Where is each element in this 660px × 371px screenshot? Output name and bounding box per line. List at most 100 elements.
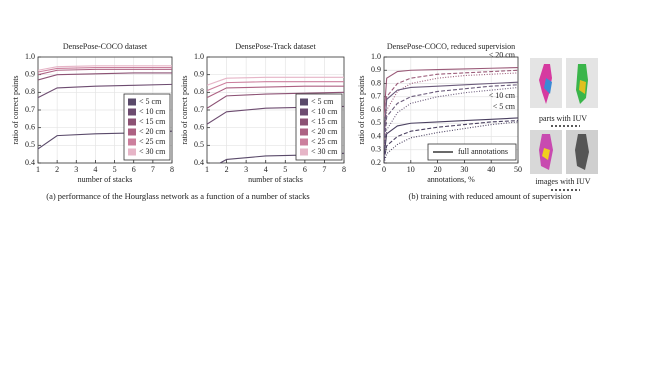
legend-label: < 25 cm [139, 137, 166, 146]
x-tick-label: 6 [132, 165, 136, 174]
line-series [384, 120, 518, 161]
legend-box [427, 143, 517, 161]
y-tick-label: 0.8 [194, 87, 204, 96]
y-tick-label: 0.7 [25, 105, 35, 114]
x-tick-label: 5 [283, 165, 287, 174]
y-tick-label: 0.5 [25, 140, 35, 149]
chart-title: DensePose-COCO, reduced supervision [387, 42, 515, 51]
y-tick-label: 0.5 [194, 140, 204, 149]
image-label: images with IUV [535, 177, 590, 186]
y-tick-label: 0.7 [194, 105, 204, 114]
legend-label: < 5 cm [139, 97, 162, 106]
y-tick-label: 1.0 [194, 52, 204, 61]
legend-swatch [300, 128, 308, 136]
annotation: < 20 cm [489, 50, 516, 59]
legend-label: < 15 cm [139, 117, 166, 126]
x-tick-label: 5 [113, 165, 117, 174]
x-tick-label: 2 [55, 165, 59, 174]
x-tick-label: 8 [342, 165, 346, 174]
legend-swatch [300, 98, 308, 106]
y-tick-label: 0.4 [194, 158, 204, 167]
figure-parts [542, 148, 550, 160]
y-axis-label: ratio of correct points [357, 75, 366, 144]
y-tick-label: 0.6 [371, 105, 381, 114]
legend-label: < 30 cm [139, 147, 166, 156]
line-series [384, 117, 518, 157]
legend-label: < 20 cm [311, 127, 338, 136]
line-series [207, 85, 344, 99]
line-series [384, 69, 518, 137]
legend-swatch [300, 108, 308, 116]
x-tick-label: 2 [225, 165, 229, 174]
x-tick-label: 10 [407, 165, 415, 174]
legend-swatch [128, 108, 136, 116]
figure-parts [544, 78, 552, 94]
x-axis-label: number of stacks [248, 175, 303, 184]
line-series [207, 76, 344, 86]
x-tick-label: 20 [434, 165, 442, 174]
x-tick-label: 0 [382, 165, 386, 174]
y-tick-label: 0.8 [25, 87, 35, 96]
y-tick-label: 0.4 [25, 158, 35, 167]
legend-swatch [128, 128, 136, 136]
caption: (a) performance of the Hourglass network… [46, 191, 310, 201]
image-label: parts with IUV [539, 114, 587, 123]
x-tick-label: 30 [460, 165, 468, 174]
legend-label: < 5 cm [311, 97, 334, 106]
legend-swatch [128, 118, 136, 126]
legend-swatch [300, 118, 308, 126]
line-series [384, 81, 518, 137]
line-series [207, 91, 344, 109]
chart: DensePose-COCO, reduced supervision 0.2 0.… [357, 42, 522, 184]
annotation: < 10 cm [489, 91, 516, 100]
chart: DensePose-COCO dataset 0.4 0.5 0.6 0.7 0.8 0.9… [11, 42, 174, 184]
y-tick-label: 0.4 [371, 131, 381, 140]
y-tick-label: 0.8 [371, 78, 381, 87]
legend-swatch [128, 138, 136, 146]
x-tick-label: 1 [36, 165, 40, 174]
y-tick-label: 0.6 [25, 122, 35, 131]
x-tick-label: 3 [244, 165, 248, 174]
legend-label: < 15 cm [311, 117, 338, 126]
line-series [38, 67, 172, 73]
legend-swatch [128, 148, 136, 156]
legend-label: < 30 cm [311, 147, 338, 156]
y-tick-label: 0.2 [371, 158, 381, 167]
x-tick-label: 6 [303, 165, 307, 174]
chart-title: DensePose-Track dataset [235, 42, 316, 51]
legend-label: < 25 cm [311, 137, 338, 146]
legend-label: < 20 cm [139, 127, 166, 136]
y-tick-label: 1.0 [25, 52, 35, 61]
y-tick-label: 0.9 [194, 69, 204, 78]
x-tick-label: 3 [74, 165, 78, 174]
y-tick-label: 0.7 [371, 92, 381, 101]
line-series [384, 67, 518, 117]
x-tick-label: 50 [514, 165, 522, 174]
line-series [38, 72, 172, 81]
figure-person [575, 134, 589, 170]
y-axis-label: ratio of correct points [11, 75, 20, 144]
legend-swatch [300, 148, 308, 156]
plot-frame [206, 56, 345, 164]
y-tick-label: 0.9 [371, 65, 381, 74]
x-tick-label: 1 [205, 165, 209, 174]
line-series [38, 83, 172, 99]
caption: (b) training with reduced amount of supe… [409, 191, 573, 201]
x-tick-label: 8 [170, 165, 174, 174]
line-series [384, 121, 518, 163]
legend-label: < 10 cm [311, 107, 338, 116]
y-tick-label: 0.6 [194, 122, 204, 131]
x-tick-label: 7 [151, 165, 155, 174]
x-tick-label: 4 [264, 165, 268, 174]
plot-frame [37, 56, 173, 164]
legend-label: < 10 cm [139, 107, 166, 116]
y-axis-label: ratio of correct points [180, 75, 189, 144]
x-tick-label: 40 [487, 165, 495, 174]
y-tick-label: 0.5 [371, 118, 381, 127]
line-series [38, 68, 172, 76]
x-axis-label: annotations, % [427, 175, 475, 184]
y-tick-label: 0.3 [371, 145, 381, 154]
chart-title: DensePose-COCO dataset [63, 42, 148, 51]
y-tick-label: 0.9 [25, 69, 35, 78]
